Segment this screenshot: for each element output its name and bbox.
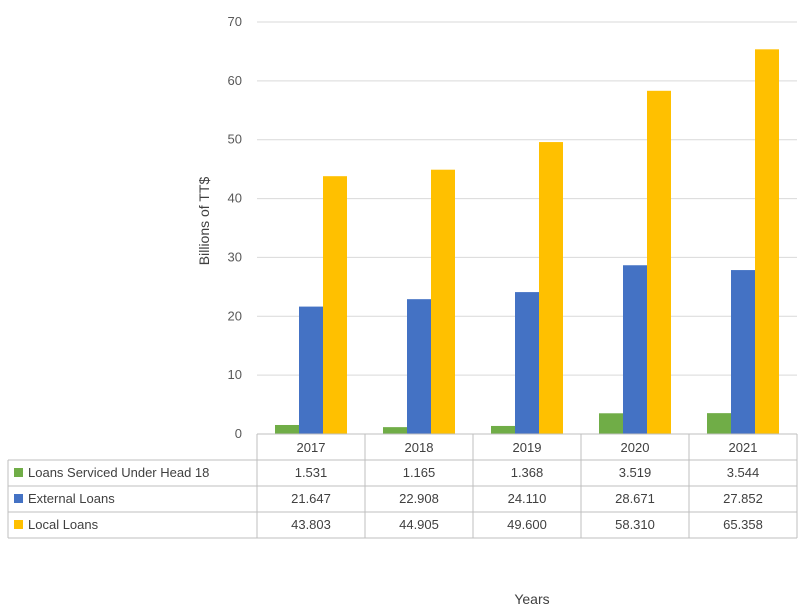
y-tick-label: 60 [228,73,242,88]
bar [275,424,299,434]
data-label: 3.519 [619,465,652,480]
data-label: 28.671 [615,491,655,506]
data-label: 1.531 [295,465,328,480]
y-tick-label: 40 [228,191,242,206]
data-label: 27.852 [723,491,763,506]
bar [731,270,755,434]
y-axis-title: Billions of TT$ [196,177,212,266]
bar [515,292,539,434]
bar [755,49,779,435]
x-tick-label: 2020 [621,440,650,455]
legend-swatch [14,520,23,529]
bars [275,49,779,435]
data-label: 24.110 [508,491,547,506]
legend-label: Local Loans [28,517,99,532]
bar [539,142,563,434]
data-label: 22.908 [399,491,439,506]
y-tick-label: 0 [235,426,242,441]
data-label: 3.544 [727,465,760,480]
x-tick-label: 2017 [297,440,326,455]
bar [707,413,731,434]
bar [383,427,407,434]
bar [491,425,515,434]
bar [299,306,323,434]
bar [431,169,455,434]
bar [647,90,671,434]
x-axis-title: Years [514,591,549,607]
y-tick-label: 30 [228,249,242,264]
bar [323,176,347,435]
legend-label: External Loans [28,491,115,506]
x-tick-label: 2021 [729,440,758,455]
legend-swatch [14,468,23,477]
y-tick-label: 70 [228,14,242,29]
legend-label: Loans Serviced Under Head 18 [28,465,209,480]
data-label: 44.905 [399,517,439,532]
bar [407,299,431,434]
data-label: 43.803 [291,517,331,532]
data-label: 21.647 [291,491,331,506]
bar [599,413,623,434]
data-label: 58.310 [615,517,655,532]
data-table: 2017 2018 2019 2020 2021 Loans Serviced Under… [7,433,798,539]
y-tick-label: 10 [228,367,242,382]
bar [623,265,647,434]
x-tick-label: 2018 [405,440,434,455]
data-label: 65.358 [723,517,763,532]
data-label: 1.165 [403,465,436,480]
legend-swatch [14,494,23,503]
data-label: 49.600 [507,517,547,532]
y-tick-label: 50 [228,132,242,147]
data-label: 1.368 [511,465,544,480]
y-tick-labels: 0 10 20 30 40 50 60 70 [228,14,242,441]
x-tick-label: 2019 [513,440,542,455]
y-tick-label: 20 [228,308,242,323]
